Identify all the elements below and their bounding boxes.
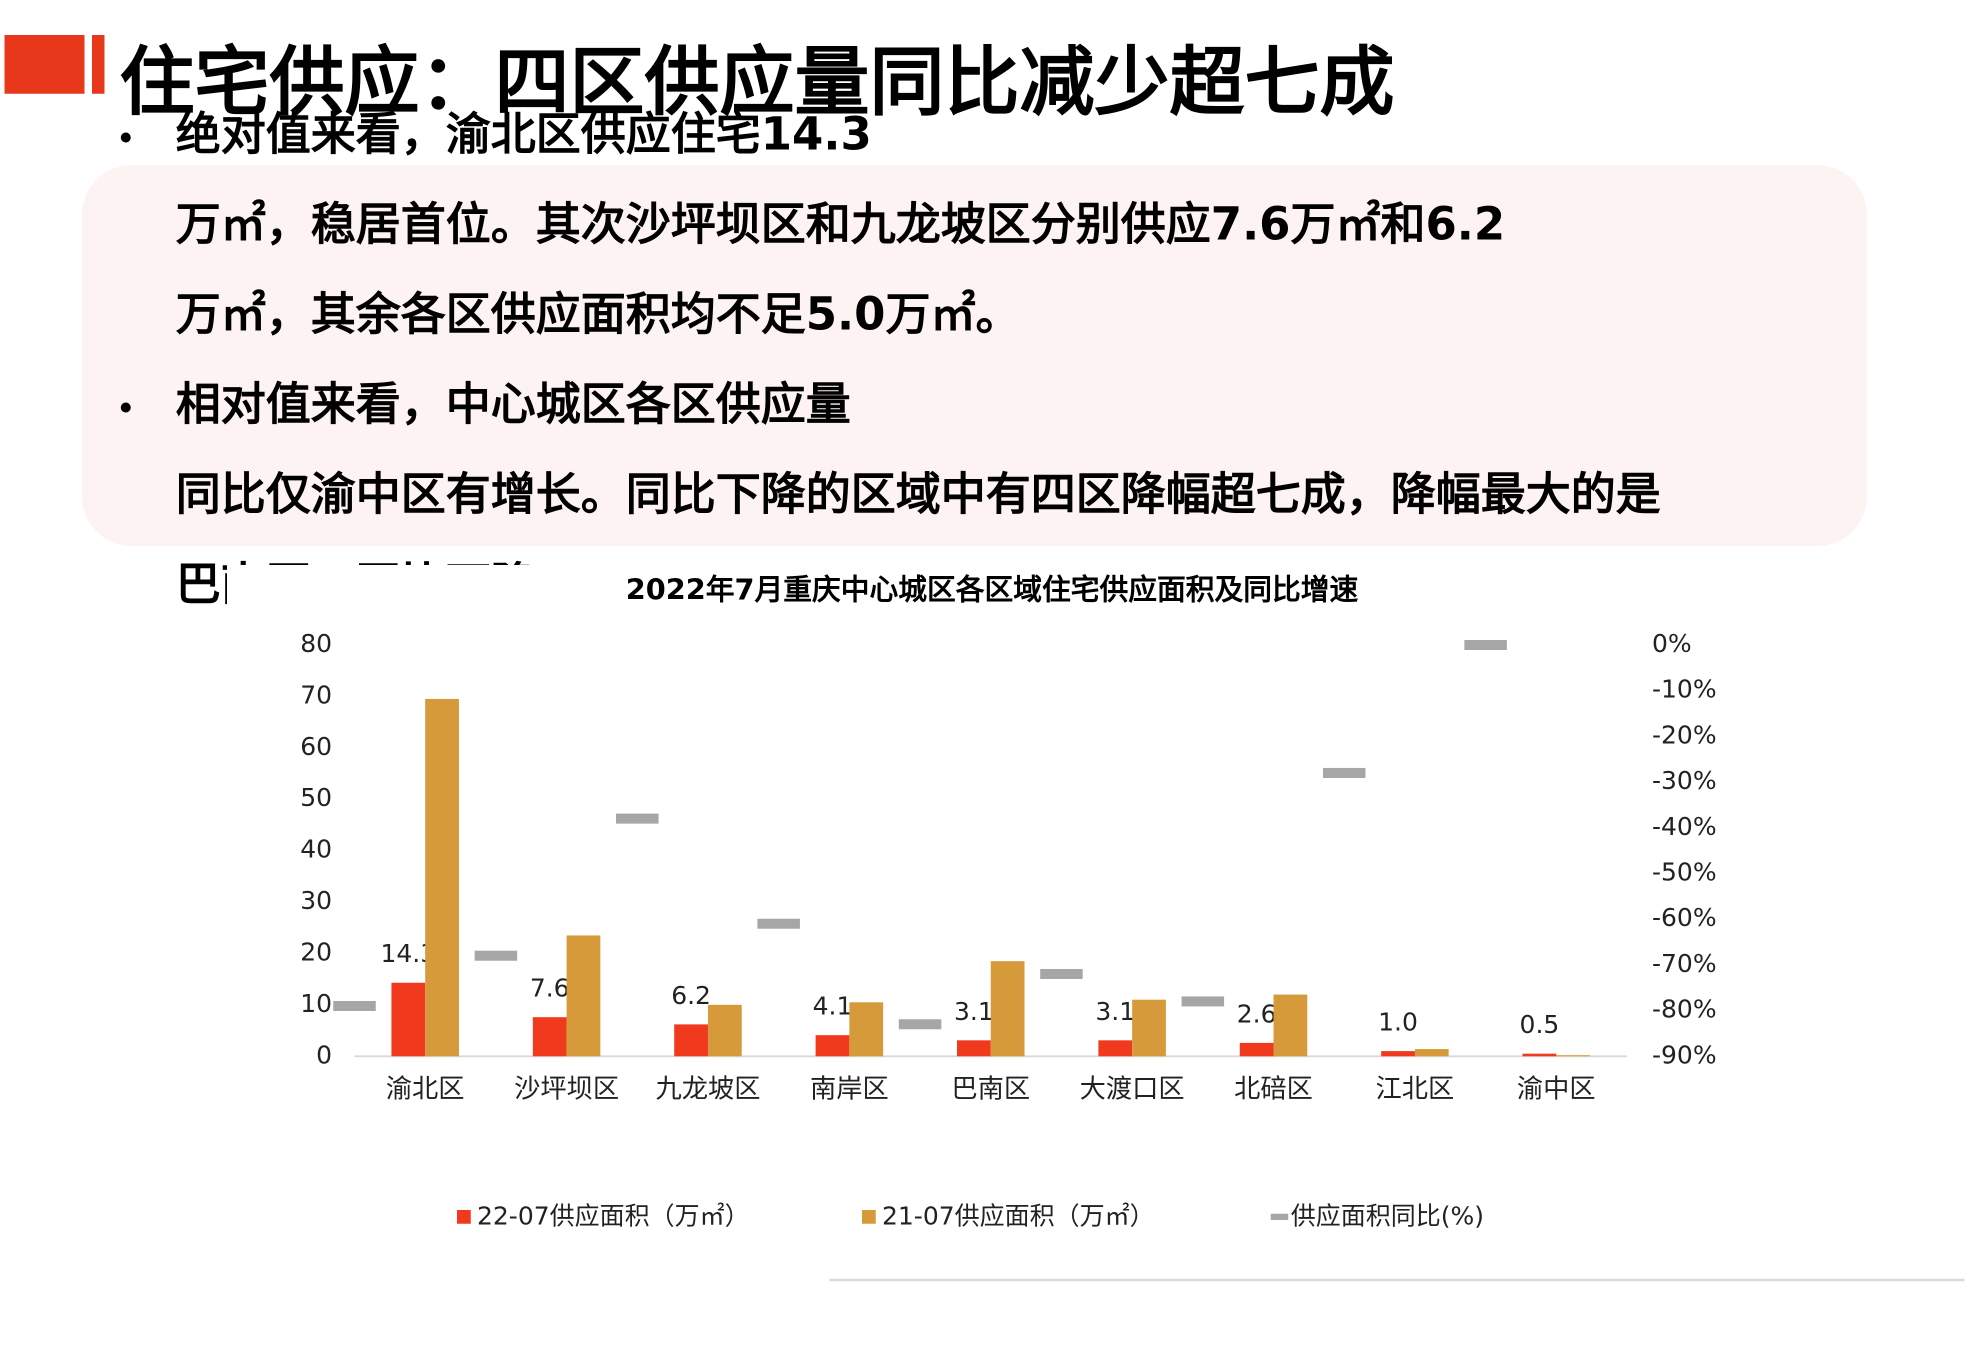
y-tick-label: 80 [300,629,332,658]
chart: 2022年7月重庆中心城区各区域住宅供应面积及同比增速 0 10 20 30 40 50 60… [300,572,1716,1230]
y2-tick-label: -80% [1652,995,1717,1024]
y2-tick-label: -70% [1652,949,1717,978]
y2-tick-label: 0% [1652,629,1692,658]
y2-tick-label: -40% [1652,812,1717,841]
bullet-text: 同比仅渝中区有增长。同比下降的区域中有四区降幅超七成，降幅最大的是 [176,468,1661,521]
x-tick-label: 九龙坡区 [655,1075,760,1105]
bullet-text: 万㎡，其余各区供应面积均不足5.0万㎡。 [176,288,1021,341]
data-label: 1.0 [1378,1008,1418,1037]
bar [391,982,426,1057]
bar [815,1035,850,1057]
legend-label: 21-07供应面积（万㎡） [882,1202,1155,1231]
y-tick-label: 40 [300,835,332,864]
data-label: 6.2 [671,981,711,1010]
dash-marker [333,1000,376,1011]
dash-marker [898,1019,942,1030]
y-tick-label: 20 [300,937,332,966]
legend-label: 22-07供应面积（万㎡） [477,1202,750,1231]
y-tick-label: 60 [300,732,332,761]
bar [674,1024,708,1057]
x-tick-label: 渝中区 [1517,1075,1596,1105]
y2-tick-label: -90% [1652,1040,1717,1069]
bar [566,935,601,1057]
accent-bar [92,35,105,94]
x-tick-label: 南岸区 [810,1075,889,1105]
bar [990,961,1025,1057]
bullet-text: 万㎡，稳居首位。其次沙坪坝区和九龙坡区分别供应7.6万㎡和6.2 [176,198,1505,251]
x-tick-label: 沙坪坝区 [514,1075,619,1105]
legend-swatch [1270,1213,1289,1220]
x-tick-label: 渝北区 [386,1075,465,1105]
y-tick-label: 30 [300,886,332,915]
y2-tick-label: -60% [1652,903,1717,932]
data-label: 7.6 [530,974,570,1003]
bullet-dot [120,132,131,143]
dash-marker [1464,640,1507,650]
bullet-text: 绝对值来看，渝北区供应住宅14.3 [176,108,872,161]
legend-label: 供应面积同比(%) [1291,1202,1484,1231]
dash-marker [1040,969,1083,979]
bar [1556,1055,1591,1057]
dash-marker [757,918,800,929]
bar [1098,1040,1133,1057]
x-tick-label: 北碚区 [1234,1075,1313,1105]
data-label: 2.6 [1237,999,1277,1028]
y-tick-label: 50 [300,783,332,812]
x-tick-label: 巴南区 [951,1075,1030,1105]
accent-block [4,35,85,94]
y2-tick-label: -10% [1652,675,1717,704]
bullet-dot [120,402,131,413]
bullet-text: 相对值来看，中心城区各区供应量 [176,378,851,431]
data-label: 3.1 [954,997,994,1026]
bar [1239,1042,1274,1057]
x-tick-label: 大渡口区 [1080,1075,1185,1105]
y-tick-label: 0 [316,1040,332,1069]
dash-marker [1322,767,1366,778]
bar [1414,1049,1449,1057]
dash-marker [1181,996,1225,1007]
dash-marker [616,813,659,824]
x-tick-label: 江北区 [1376,1075,1455,1105]
bar [1381,1051,1415,1057]
data-label: 4.1 [813,992,853,1021]
y2-tick-label: -30% [1652,766,1717,795]
bar [849,1002,884,1057]
bar [532,1017,567,1057]
y2-tick-label: -20% [1652,720,1717,749]
chart-background [227,565,1965,1315]
y-tick-label: 10 [300,989,332,1018]
text-panel [82,165,1867,547]
y2-tick-label: -50% [1652,857,1717,886]
data-label: 3.1 [1095,997,1135,1026]
legend-swatch [457,1210,471,1224]
chart-title: 2022年7月重庆中心城区各区域住宅供应面积及同比增速 [626,572,1359,606]
bar [1273,994,1308,1057]
bar [707,1004,742,1057]
bar [1132,999,1166,1057]
bar [425,698,459,1057]
bar [957,1040,991,1057]
bar [1522,1053,1557,1057]
data-label: 0.5 [1520,1010,1560,1039]
y-tick-label: 70 [300,680,332,709]
dash-marker [474,950,518,961]
slide-title: 住宅供应：四区供应量同比减少超七成 [120,38,1395,126]
legend-swatch [862,1210,876,1224]
